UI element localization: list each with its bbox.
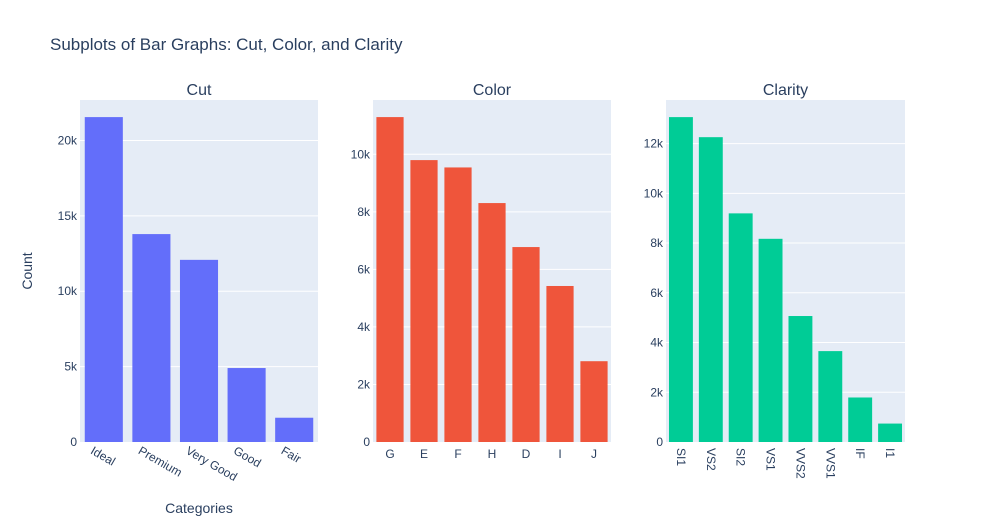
x-tick-label: D — [522, 447, 531, 461]
bar-vvs1 — [818, 351, 843, 442]
subplot-title: Color — [473, 82, 512, 99]
y-tick-label: 0 — [363, 435, 370, 449]
y-tick-label: 12k — [644, 137, 664, 151]
bar-ideal — [84, 117, 123, 443]
bar-vs2 — [698, 137, 723, 442]
x-tick-label: H — [488, 447, 497, 461]
x-tick-label: VS1 — [764, 448, 778, 471]
subplot-color: 0 2k 4k 6k 8k 10k Color G E F H D I J — [351, 82, 611, 461]
x-tick-label: SI2 — [734, 448, 748, 466]
x-tick-label: E — [420, 447, 428, 461]
x-tick-label: I — [558, 447, 561, 461]
x-tick-label: VVS1 — [823, 448, 837, 479]
y-tick-label: 10k — [58, 284, 78, 298]
y-tick-label: 0 — [70, 435, 77, 449]
subplot-panels: 0 5k 10k 15k 20k Cut Ideal Premium Very GoodGood… — [58, 82, 905, 484]
bar-f — [444, 167, 472, 443]
x-tick-label: SI1 — [674, 448, 688, 466]
y-tick-label: 10k — [351, 147, 371, 161]
y-tick-label: 2k — [357, 377, 371, 391]
bar-d — [512, 247, 540, 442]
bar-premium — [132, 234, 171, 442]
x-tick-label: Very Good — [184, 443, 240, 483]
figure-title: Subplots of Bar Graphs: Cut, Color, and … — [50, 35, 403, 54]
y-tick-label: 8k — [650, 236, 664, 250]
bar-j — [580, 361, 608, 442]
x-tick-label: VVS2 — [793, 448, 807, 479]
y-tick-label: 4k — [357, 320, 371, 334]
bar-si1 — [668, 117, 693, 442]
y-tick-label: 2k — [650, 385, 664, 399]
subplot-title: Clarity — [763, 82, 808, 99]
x-tick-label: Premium — [136, 443, 185, 479]
y-tick-label: 0 — [656, 435, 663, 449]
x-tick-label: VS2 — [704, 448, 718, 471]
bar-e — [410, 160, 438, 442]
x-tick-label: Ideal — [88, 443, 118, 468]
x-tick-label: G — [385, 447, 394, 461]
y-tick-label: 8k — [357, 205, 371, 219]
y-tick-label: 6k — [357, 262, 371, 276]
bar-vs1 — [758, 238, 783, 442]
bar-if — [848, 397, 873, 442]
y-tick-label: 10k — [644, 186, 664, 200]
bar-g — [376, 117, 404, 442]
x-tick-label: Fair — [279, 443, 304, 465]
x-tick-label: J — [591, 447, 597, 461]
y-tick-label: 6k — [650, 286, 664, 300]
bar-fair — [275, 417, 314, 442]
x-tick-label: Good — [231, 443, 263, 470]
subplot-cut: 0 5k 10k 15k 20k Cut Ideal Premium Very GoodGood… — [58, 82, 318, 484]
subplot-clarity: 0 2k 4k 6k 8k 10k 12k Clarity SI1 VS2 SI2 VS1 VVS2 VV… — [644, 82, 905, 479]
y-tick-label: 15k — [58, 209, 78, 223]
bar-h — [478, 203, 506, 442]
y-tick-label: 20k — [58, 133, 78, 147]
bar-very-good — [179, 259, 219, 442]
y-tick-label: 4k — [650, 336, 664, 350]
subplot-title: Cut — [187, 82, 212, 99]
x-tick-label: IF — [853, 448, 867, 459]
bar-vvs2 — [788, 316, 813, 442]
bar-i — [546, 285, 574, 442]
bar-si2 — [728, 213, 753, 442]
y-tick-label: 5k — [64, 360, 78, 374]
x-axis-title: Categories — [165, 500, 233, 516]
bar-i1 — [878, 423, 903, 442]
y-axis-title: Count — [19, 252, 35, 289]
x-tick-label: F — [454, 447, 461, 461]
bar-good — [227, 368, 266, 442]
x-tick-label: I1 — [883, 448, 897, 458]
